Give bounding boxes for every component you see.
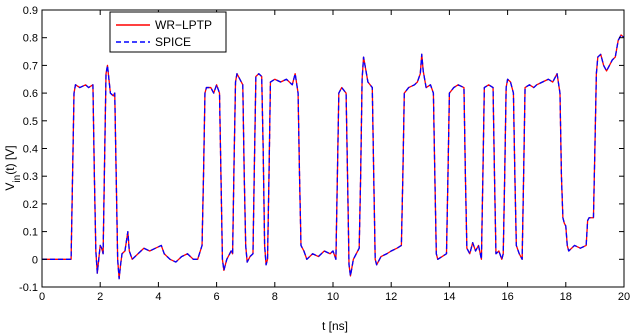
x-tick-label: 4 bbox=[155, 291, 161, 303]
y-tick-label: 0.6 bbox=[23, 88, 38, 100]
y-axis-label-tail: (t) [V] bbox=[3, 145, 17, 174]
x-tick-label: 6 bbox=[214, 291, 220, 303]
y-tick-label: -0.1 bbox=[19, 282, 38, 294]
axes-layer: 0 2 4 6 8 10 12 14 16 18 20-0.100.10.20.30.40.50.6… bbox=[19, 5, 630, 303]
plot-area bbox=[42, 10, 624, 287]
y-tick-label: 0.7 bbox=[23, 60, 38, 72]
x-tick-label: 12 bbox=[385, 291, 397, 303]
x-tick-label: 16 bbox=[501, 291, 513, 303]
x-tick-label: 20 bbox=[618, 291, 630, 303]
y-axis-label-main: V bbox=[3, 183, 17, 191]
series-layer bbox=[42, 34, 625, 280]
series-line-2 bbox=[42, 34, 625, 280]
y-axis-label: Vin(t) [V] bbox=[3, 145, 23, 190]
legend-box bbox=[109, 11, 227, 53]
x-tick-label: 2 bbox=[97, 291, 103, 303]
legend-label-1: WR−LPTP bbox=[155, 18, 212, 32]
y-tick-label: 0.9 bbox=[23, 5, 38, 17]
plot-background bbox=[42, 10, 624, 287]
x-tick-label: 18 bbox=[560, 291, 572, 303]
x-tick-label: 0 bbox=[39, 291, 45, 303]
y-tick-label: 0 bbox=[32, 254, 38, 266]
legend-label-2: SPICE bbox=[155, 35, 191, 49]
y-tick-label: 0.2 bbox=[23, 199, 38, 211]
y-tick-label: 0.8 bbox=[23, 33, 38, 45]
y-tick-label: 0.3 bbox=[23, 171, 38, 183]
y-tick-label: 0.1 bbox=[23, 227, 38, 239]
x-tick-label: 10 bbox=[327, 291, 339, 303]
x-axis-label: t [ns] bbox=[322, 319, 348, 333]
y-axis-label-subscript: in bbox=[12, 175, 23, 183]
x-tick-label: 14 bbox=[443, 291, 455, 303]
y-tick-label: 0.4 bbox=[23, 144, 38, 156]
legend: WR−LPTP SPICE bbox=[109, 11, 227, 53]
y-tick-label: 0.5 bbox=[23, 116, 38, 128]
x-tick-label: 8 bbox=[272, 291, 278, 303]
